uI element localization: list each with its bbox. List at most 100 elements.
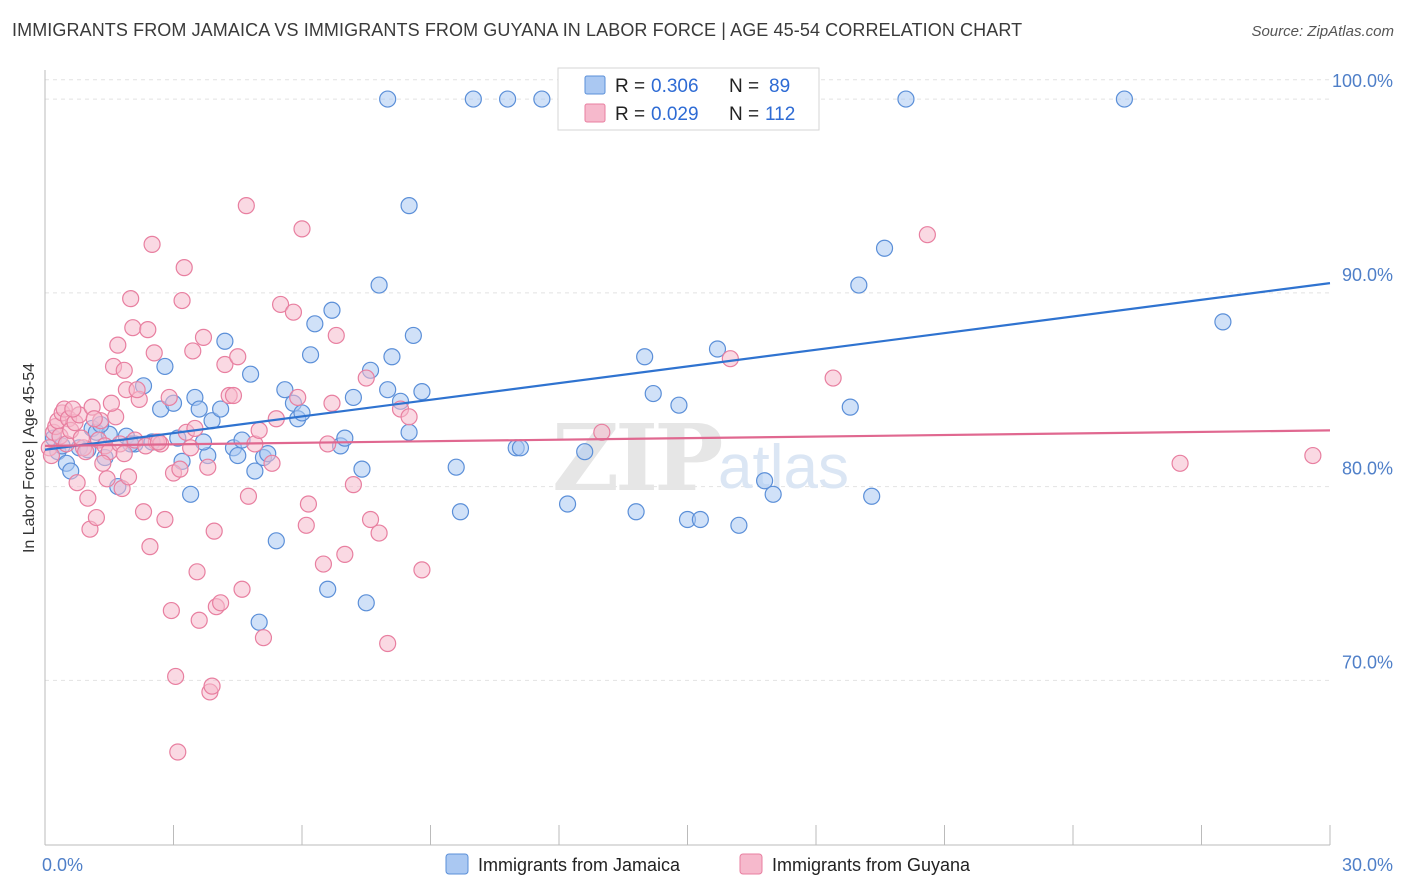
guyana-point (102, 394, 120, 412)
jamaica-point (558, 495, 577, 513)
guyana-point (319, 435, 337, 453)
jamaica-point (404, 326, 422, 345)
jamaica-point (764, 485, 782, 503)
guyana-point (143, 235, 161, 253)
guyana-point (141, 538, 159, 556)
guyana-point (205, 522, 223, 540)
guyana-point (79, 489, 97, 507)
jamaica-point (511, 439, 530, 457)
guyana-point (145, 344, 163, 362)
guyana-point (109, 336, 127, 354)
legend-r-value-2: 0.029 (651, 104, 699, 125)
guyana-point (199, 458, 217, 476)
jamaica-point (499, 90, 517, 108)
guyana-point (250, 421, 268, 439)
watermark: ZIP atlas (552, 404, 849, 512)
jamaica-point (357, 594, 375, 612)
trend-line-jamaica (44, 282, 1331, 451)
guyana-point (139, 321, 157, 339)
jamaica-point (319, 580, 337, 598)
guyana-point (160, 388, 178, 407)
y-tick-label: 70.0% (1342, 652, 1393, 672)
guyana-point (203, 677, 221, 695)
guyana-point (115, 445, 133, 463)
x-tick-labels: 0.0% 30.0% (42, 855, 1393, 875)
legend-r-label-2: R = (615, 104, 645, 125)
guyana-point (119, 468, 138, 486)
jamaica-point (212, 400, 230, 418)
jamaica-point (708, 340, 727, 358)
jamaica-point (627, 503, 645, 521)
jamaica-point (306, 315, 324, 333)
guyana-point (293, 220, 311, 238)
guyana-point (190, 611, 208, 629)
jamaica-point (447, 458, 465, 476)
jamaica-point (156, 357, 174, 376)
guyana-point (824, 369, 842, 387)
guyana-point (379, 634, 397, 653)
jamaica-point (850, 276, 868, 294)
source-label: Source: ZipAtlas.com (1251, 23, 1394, 40)
jamaica-point (464, 90, 482, 108)
guyana-point (122, 290, 140, 308)
jamaica-point (533, 90, 551, 108)
guyana-point (254, 629, 273, 647)
guyana-point (98, 470, 116, 488)
y-axis-title: In Labor Force | Age 45-54 (21, 363, 38, 553)
guyana-point (87, 508, 106, 527)
guyana-point (271, 295, 290, 314)
guyana-point (216, 355, 234, 374)
y-tick-label: 90.0% (1342, 265, 1393, 285)
guyana-point (162, 601, 180, 620)
guyana-point (233, 580, 251, 598)
guyana-point (299, 495, 318, 513)
guyana-point (128, 381, 146, 399)
jamaica-point (413, 383, 431, 401)
guyana-point (186, 419, 204, 438)
legend-r-value-1: 0.306 (651, 76, 699, 97)
guyana-point (134, 503, 153, 521)
jamaica-point (216, 332, 234, 350)
chart-title: IMMIGRANTS FROM JAMAICA VS IMMIGRANTS FR… (12, 20, 1023, 40)
jamaica-point (636, 348, 654, 366)
jamaica-point (323, 301, 341, 319)
jamaica-point (229, 446, 247, 465)
jamaica-point (276, 381, 294, 399)
guyana-point (188, 563, 206, 581)
guyana-point (1171, 454, 1189, 472)
y-tick-label: 100.0% (1332, 71, 1393, 91)
series-legend-label-guyana: Immigrants from Guyana (772, 855, 971, 875)
guyana-point (229, 348, 247, 366)
guyana-point (237, 197, 255, 215)
guyana-point (370, 524, 388, 542)
jamaica-point (875, 239, 894, 257)
guyana-point (336, 545, 354, 563)
y-tick-label: 80.0% (1342, 459, 1393, 479)
jamaica-point (576, 443, 594, 461)
legend-n-value-2: 112 (765, 104, 795, 125)
watermark-zip: ZIP (552, 404, 721, 512)
jamaica-point (353, 460, 371, 478)
jamaica-point (400, 423, 418, 441)
legend-n-label-1: N = (729, 76, 759, 97)
guyana-point (344, 476, 362, 494)
guyana-point (289, 388, 307, 407)
series-guyana-points (40, 197, 1322, 761)
guyana-point (167, 667, 185, 686)
jamaica-point (336, 429, 354, 447)
series-legend: Immigrants from Jamaica Immigrants from … (445, 853, 971, 875)
series-legend-label-jamaica: Immigrants from Jamaica (478, 855, 681, 875)
jamaica-point (730, 516, 748, 534)
guyana-point (156, 510, 174, 529)
jamaica-point (897, 90, 915, 108)
jamaica-point (691, 510, 709, 529)
jamaica-point (383, 348, 401, 366)
jamaica-point (379, 90, 397, 108)
guyana-point (284, 303, 303, 321)
guyana-point (64, 400, 82, 418)
guyana-point (115, 361, 133, 379)
series-legend-swatch-jamaica (445, 853, 469, 875)
jamaica-point (370, 276, 388, 294)
jamaica-point (670, 396, 688, 414)
legend-swatch-jamaica (584, 75, 606, 95)
